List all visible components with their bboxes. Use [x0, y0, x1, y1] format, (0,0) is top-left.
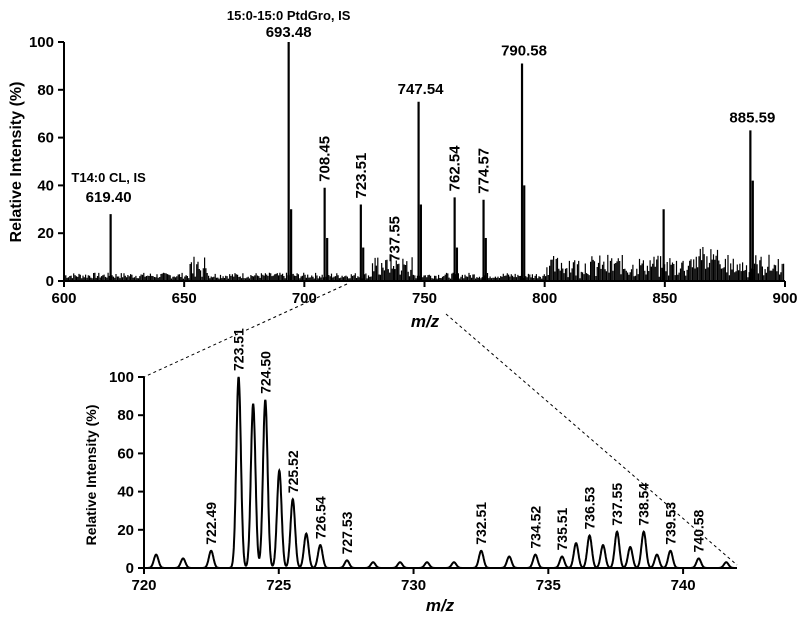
top-x-tick-label: 800: [532, 290, 557, 307]
bottom-annotation-label: 738.54: [636, 483, 652, 526]
bottom-annotation-label: 732.51: [473, 502, 489, 545]
top-annotation-label: 15:0-15:0 PtdGro, IS: [227, 8, 351, 23]
bottom-x-tick-label: 730: [401, 577, 426, 594]
top-annotation-label: T14:0 CL, IS: [71, 170, 146, 185]
bottom-annotation-label: 727.53: [339, 511, 355, 554]
top-annotation-label: 619.40: [86, 189, 132, 206]
bottom-y-ticks: 0 20 40 60 80 100: [109, 369, 144, 577]
bottom-y-tick-label: 20: [117, 522, 134, 539]
top-annotation-label: 693.48: [266, 24, 312, 41]
bottom-annotation-label: 735.51: [554, 507, 570, 550]
top-annotation-label: 723.51: [353, 153, 370, 199]
bottom-annotation-label: 725.52: [285, 450, 301, 493]
top-y-tick-label: 20: [37, 225, 54, 242]
bottom-annotation-label: 739.53: [662, 502, 678, 545]
top-x-axis-label: m/z: [411, 312, 440, 331]
bottom-profile-line: [144, 376, 737, 569]
top-x-tick-label: 700: [292, 290, 317, 307]
bottom-annotation-label: 726.54: [312, 496, 328, 539]
zoom-line-right: [445, 313, 738, 566]
top-annotation-label: 774.57: [476, 148, 493, 194]
top-baseline-peaks: [63, 247, 785, 281]
top-annotation-label: 790.58: [501, 43, 547, 60]
bottom-x-ticks: 720 725 730 735 740: [131, 568, 696, 594]
bottom-y-tick-label: 60: [117, 445, 134, 462]
bottom-y-tick-label: 80: [117, 407, 134, 424]
top-annotation-label: 708.45: [317, 136, 334, 182]
zoomed-spectrum-panel: 0 20 40 60 80 100 720 725 730 735 740 722.49 723.5…: [83, 328, 737, 615]
top-annotation-label: 762.54: [447, 145, 464, 192]
top-y-tick-label: 0: [46, 273, 54, 290]
top-x-tick-label: 750: [412, 290, 437, 307]
top-y-tick-label: 100: [29, 34, 54, 51]
bottom-isotope-curve: [144, 376, 737, 569]
bottom-x-tick-label: 725: [266, 577, 291, 594]
bottom-x-axis-label: m/z: [426, 596, 455, 615]
bottom-annotation-label: 734.52: [527, 506, 543, 549]
top-y-tick-label: 60: [37, 130, 54, 147]
full-spectrum-panel: 0 20 40 60 80 100 600 650 700 750 800 850 900 T14:0…: [8, 8, 798, 331]
top-x-tick-label: 850: [652, 290, 677, 307]
top-y-tick-label: 40: [37, 177, 54, 194]
bottom-x-tick-label: 735: [536, 577, 561, 594]
bottom-annotation-label: 724.50: [257, 351, 273, 394]
bottom-annotations: 722.49 723.51 724.50 725.52 726.54 727.53 732.…: [203, 328, 707, 554]
bottom-annotation-label: 740.58: [691, 509, 707, 552]
top-peaks: [109, 42, 754, 281]
bottom-annotation-label: 722.49: [203, 502, 219, 545]
bottom-y-tick-label: 40: [117, 484, 134, 501]
top-x-tick-label: 600: [51, 290, 76, 307]
top-annotation-label: 747.54: [398, 81, 445, 98]
bottom-y-axis-label: Relative Intensity (%): [83, 405, 99, 546]
bottom-y-tick-label: 0: [126, 560, 134, 577]
bottom-x-tick-label: 720: [131, 577, 156, 594]
top-y-ticks: 0 20 40 60 80 100: [29, 34, 64, 290]
top-annotation-label: 737.55: [387, 216, 404, 262]
bottom-annotation-label: 723.51: [231, 328, 247, 371]
bottom-annotation-label: 736.53: [582, 486, 598, 529]
top-x-tick-label: 650: [172, 290, 197, 307]
bottom-y-tick-label: 100: [109, 369, 134, 386]
zoom-line-left: [143, 283, 348, 378]
top-y-axis-label: Relative Intensity (%): [8, 82, 25, 243]
top-x-tick-label: 900: [772, 290, 797, 307]
top-noise-path: [63, 247, 785, 281]
top-annotations: T14:0 CL, IS 619.40 15:0-15:0 PtdGro, IS69…: [71, 8, 775, 262]
top-y-tick-label: 80: [37, 82, 54, 99]
top-x-ticks: 600 650 700 750 800 850 900: [51, 281, 798, 307]
top-annotation-label: 885.59: [729, 109, 775, 126]
bottom-x-tick-label: 740: [671, 577, 696, 594]
bottom-annotation-label: 737.55: [609, 483, 625, 526]
